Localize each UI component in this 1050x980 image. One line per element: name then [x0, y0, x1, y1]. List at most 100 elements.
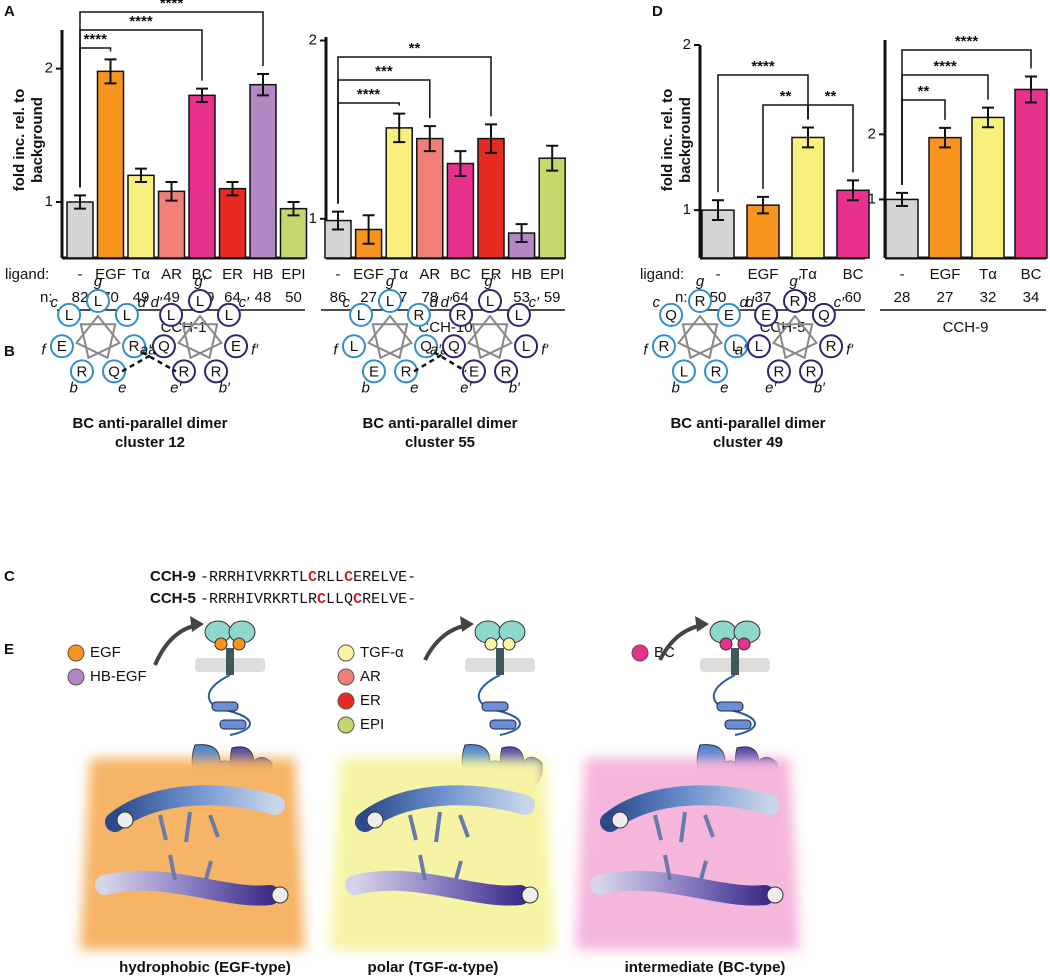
error-bar — [287, 201, 300, 217]
residue-circle — [378, 289, 402, 313]
x-tick-label: Tα — [132, 266, 150, 283]
residue: R — [129, 338, 140, 355]
sequence-name: CCH-5 — [150, 590, 196, 607]
residue-circle — [122, 334, 147, 359]
x-tick-label: AR — [419, 266, 440, 283]
heptad-position: c — [652, 294, 660, 311]
residue: R — [501, 363, 512, 380]
residue-circle — [754, 302, 779, 327]
bar — [416, 137, 444, 259]
bound-ligand — [737, 637, 751, 651]
heptad-position: b′ — [219, 379, 231, 396]
residue: R — [179, 363, 190, 380]
n-value: 49 — [133, 289, 150, 306]
x-tick-label: - — [716, 266, 721, 283]
legend-label: AR — [360, 668, 381, 685]
legend-dot — [631, 644, 649, 662]
residue-circle — [799, 359, 824, 384]
wheel-core — [771, 314, 819, 360]
legend-label: HB-EGF — [90, 668, 147, 685]
error-bar — [454, 150, 467, 178]
legend-dot — [337, 716, 355, 734]
arrow — [423, 623, 469, 661]
heptad-position: b — [672, 379, 680, 396]
residue-circle — [57, 302, 82, 327]
n-value: 49 — [163, 289, 180, 306]
bound-ligand — [719, 637, 733, 651]
n-value: 53 — [513, 289, 530, 306]
residue-circle — [406, 302, 431, 327]
jm-helix — [219, 719, 247, 730]
x-tick-label: Tα — [799, 266, 817, 283]
x-tick-label: Tα — [979, 266, 997, 283]
n-value: 37 — [755, 289, 772, 306]
n-value: 50 — [285, 289, 302, 306]
n-label: n: — [675, 289, 688, 306]
significance-label: **** — [357, 86, 381, 103]
heptad-position: g′ — [789, 273, 801, 290]
jm-helix — [716, 701, 744, 712]
residue-circle — [441, 334, 466, 359]
x-tick-label: Tα — [390, 266, 408, 283]
y-tick-label: 1 — [868, 190, 876, 207]
x-tick-label: EGF — [353, 266, 384, 283]
residue-circle — [204, 359, 229, 384]
jm-helix — [724, 719, 752, 730]
sequence-segment: RELVE- — [362, 591, 416, 608]
sequence-segment: C — [344, 569, 353, 586]
heptad-position: f′ — [251, 341, 259, 358]
residue-circle — [414, 334, 439, 359]
residue: E — [724, 307, 734, 324]
x-tick-label: BC — [1021, 266, 1042, 283]
residue: L — [167, 307, 175, 324]
residue: L — [486, 293, 494, 310]
wheel-caption: BC anti-parallel dimer — [72, 415, 227, 432]
residue-circle — [746, 334, 771, 359]
error-bar — [362, 214, 375, 245]
error-bar — [1025, 75, 1037, 104]
bar — [477, 137, 505, 259]
residue-circle — [783, 289, 807, 313]
y-axis-label: background — [677, 97, 694, 183]
residue: L — [732, 338, 740, 355]
terminus — [611, 811, 629, 829]
n-value: 78 — [421, 289, 438, 306]
residue: R — [413, 307, 424, 324]
panel-label: A — [4, 3, 15, 20]
significance-label: ** — [825, 88, 837, 105]
residue: L — [196, 293, 204, 310]
bar — [249, 83, 277, 259]
x-tick-label: EGF — [95, 266, 126, 283]
heptad-position: e′ — [170, 379, 182, 396]
residue: L — [680, 363, 688, 380]
residue-circle — [506, 302, 531, 327]
heptad-position: d′ — [746, 294, 758, 311]
side-chains — [158, 811, 220, 884]
structure-caption: intermediate (BC-type) — [625, 959, 786, 976]
heptad-position: f′ — [541, 341, 549, 358]
y-tick-label: 2 — [868, 125, 876, 142]
x-tick-label: BC — [843, 266, 864, 283]
error-bar — [939, 126, 951, 149]
sequence: -RRRHIVRKRTLRCLLQCRELVE- — [200, 591, 416, 608]
residue-circle — [478, 289, 502, 313]
wheel-caption: cluster 12 — [115, 434, 185, 451]
residue-circle — [494, 359, 519, 384]
heptad-position: g — [386, 273, 395, 290]
heptad-position: b′ — [509, 379, 521, 396]
y-axis-label: background — [29, 97, 46, 183]
error-bar — [196, 87, 208, 103]
residue: L — [515, 307, 523, 324]
wheel-caption: BC anti-parallel dimer — [670, 415, 825, 432]
heptad-position: f′ — [846, 341, 854, 358]
significance-bracket — [807, 104, 854, 173]
n-value: 64 — [452, 289, 469, 306]
residue: R — [711, 363, 722, 380]
error-bar — [757, 195, 769, 215]
residue: L — [357, 307, 365, 324]
sequence-segment: C — [317, 591, 326, 608]
residue: E — [231, 338, 241, 355]
error-bar — [546, 144, 559, 172]
residue: Q — [448, 338, 460, 355]
n-value: 64 — [224, 289, 241, 306]
